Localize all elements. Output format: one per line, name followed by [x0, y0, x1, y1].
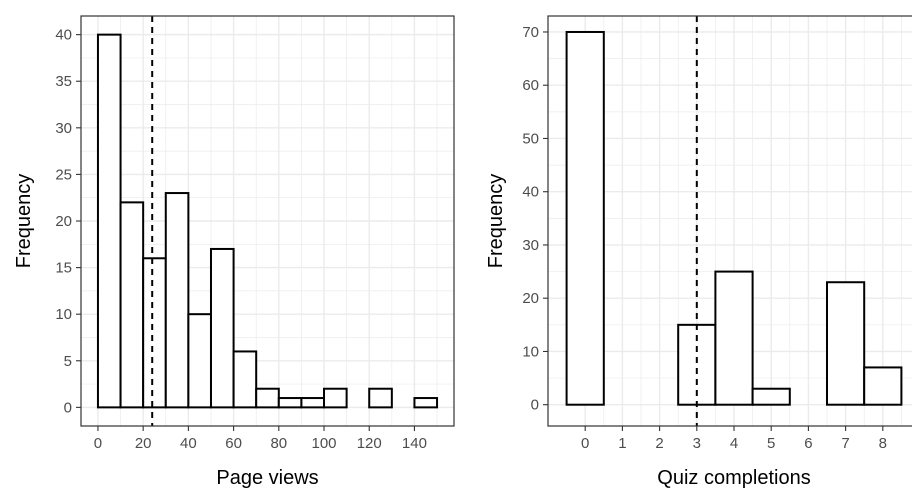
y-tick-label: 35 — [55, 73, 72, 90]
histogram-bar — [143, 258, 166, 407]
y-tick-label: 5 — [64, 353, 72, 370]
x-tick-label: 4 — [730, 435, 738, 452]
y-axis-title: Frequency — [13, 174, 35, 269]
x-tick-label: 140 — [402, 435, 427, 452]
x-tick-label: 5 — [767, 435, 775, 452]
y-tick-label: 40 — [55, 27, 72, 44]
x-tick-label: 0 — [94, 435, 102, 452]
y-tick-label: 40 — [522, 184, 539, 201]
histogram-bar — [715, 272, 752, 405]
histogram-bar — [166, 193, 189, 407]
y-tick-label: 50 — [522, 130, 539, 147]
y-tick-label: 20 — [522, 290, 539, 307]
x-tick-label: 100 — [311, 435, 336, 452]
x-axis-title: Page views — [216, 467, 318, 489]
y-tick-label: 10 — [55, 306, 72, 323]
y-tick-label: 25 — [55, 166, 72, 183]
histogram-bar — [414, 398, 437, 407]
histogram-bar — [256, 389, 279, 408]
histogram-bar — [864, 367, 901, 404]
histogram-bar — [753, 389, 790, 405]
histogram-bar — [279, 398, 302, 407]
x-tick-label: 2 — [655, 435, 663, 452]
histogram-bar — [827, 282, 864, 404]
histogram-bar — [324, 389, 347, 408]
y-tick-label: 10 — [522, 343, 539, 360]
x-tick-label: 20 — [135, 435, 152, 452]
x-tick-label: 80 — [270, 435, 287, 452]
y-tick-label: 70 — [522, 24, 539, 41]
histogram-bar — [369, 389, 392, 408]
histogram-bar — [121, 202, 144, 407]
y-tick-label: 30 — [55, 120, 72, 137]
histogram-bar — [234, 351, 257, 407]
x-tick-label: 8 — [879, 435, 887, 452]
histogram-bar — [211, 249, 234, 407]
x-tick-label: 7 — [841, 435, 849, 452]
y-tick-label: 20 — [55, 213, 72, 230]
y-axis-title: Frequency — [485, 174, 507, 269]
x-tick-label: 0 — [581, 435, 589, 452]
histogram-bar — [567, 32, 604, 405]
x-tick-label: 60 — [225, 435, 242, 452]
y-tick-label: 0 — [531, 397, 539, 414]
chart-panel-2: 0 1 2 3 4 5 6 7 8 0 10 20 30 40 50 60 70 Quiz completions… — [485, 5, 912, 489]
x-tick-label: 1 — [618, 435, 626, 452]
histogram-bar — [98, 35, 121, 408]
x-tick-label: 40 — [180, 435, 197, 452]
x-axis-title: Quiz completions — [657, 467, 810, 489]
x-tick-label: 6 — [804, 435, 812, 452]
x-tick-label: 120 — [357, 435, 382, 452]
y-tick-label: 15 — [55, 260, 72, 277]
y-tick-label: 60 — [522, 77, 539, 94]
y-tick-label: 0 — [64, 399, 72, 416]
chart-panel-1: 0 20 40 60 80 100 120 140 0 5 10 15 20 25 30 35 40 Page v… — [13, 11, 454, 489]
x-tick-label: 3 — [693, 435, 701, 452]
y-tick-label: 30 — [522, 237, 539, 254]
histogram-bar — [301, 398, 324, 407]
histogram-bar — [188, 314, 211, 407]
